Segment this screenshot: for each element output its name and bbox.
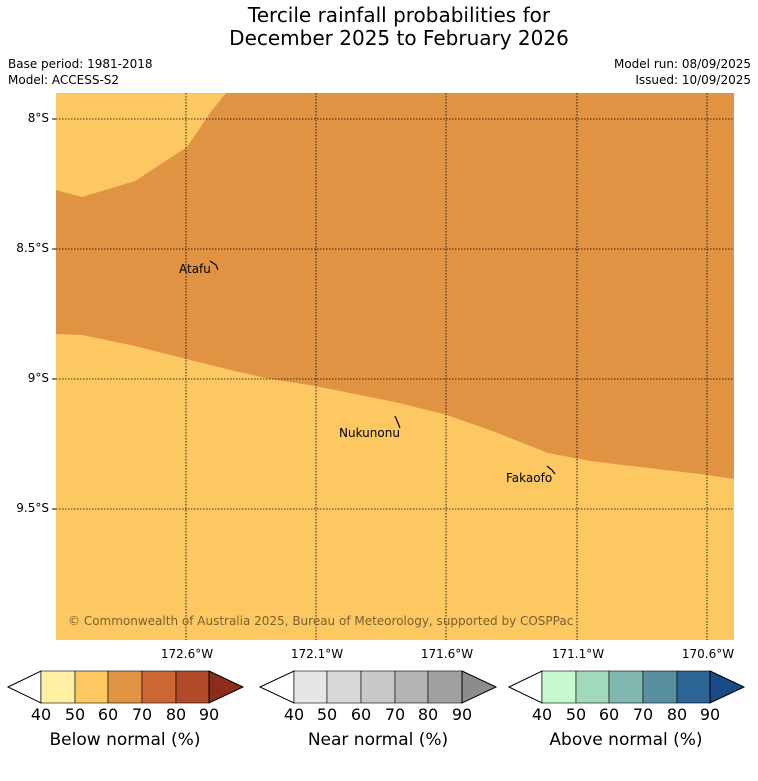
lon-label-170-6w: 170.6°W — [681, 647, 735, 661]
lon-label-171-6w: 171.6°W — [420, 647, 474, 661]
map-title: Tercile rainfall probabilities for Decem… — [0, 4, 758, 50]
legend-above-label: Above normal (%) — [549, 730, 703, 750]
graticule — [56, 93, 734, 640]
model-run: Model run: 08/09/2025 — [613, 57, 751, 71]
atoll-shapes — [209, 260, 556, 475]
lat-label-8s: 8°S — [27, 111, 49, 125]
legend-below-tick: 90 — [198, 705, 220, 724]
lon-label-171-1w: 171.1°W — [551, 647, 605, 661]
place-label-atafu: Atafu — [179, 262, 211, 276]
legend-near-tick: 60 — [350, 705, 372, 724]
place-label-fakaofo: Fakaofo — [506, 471, 553, 485]
legend-above-tick: 50 — [565, 705, 587, 724]
lon-label-172-1w: 172.1°W — [290, 647, 344, 661]
base-period: Base period: 1981-2018 — [8, 57, 153, 71]
legend-below — [6, 670, 245, 704]
legend-near-tick: 40 — [283, 705, 305, 724]
issued-date: Issued: 10/09/2025 — [635, 73, 751, 87]
legend-near-tick: 80 — [417, 705, 439, 724]
title-line-1: Tercile rainfall probabilities for — [247, 3, 551, 27]
legend-near — [258, 670, 498, 704]
legend-near-label: Near normal (%) — [307, 730, 449, 750]
atafu-atoll — [209, 260, 219, 271]
fakaofo-atoll — [546, 465, 556, 475]
legend-above-tick: 90 — [699, 705, 721, 724]
legend-near-tick: 70 — [384, 705, 406, 724]
legend-near-tick: 90 — [451, 705, 473, 724]
lat-label-8-5s: 8.5°S — [16, 241, 49, 255]
lon-label-172-6w: 172.6°W — [160, 647, 214, 661]
legend-above-tick: 60 — [598, 705, 620, 724]
legend-below-tick: 70 — [131, 705, 153, 724]
legend-below-tick: 60 — [97, 705, 119, 724]
legend-near-tick: 50 — [316, 705, 338, 724]
legend-below-tick: 80 — [165, 705, 187, 724]
region-below-60-70 — [56, 93, 734, 479]
legend-above-tick: 80 — [666, 705, 688, 724]
lat-label-9-5s: 9.5°S — [16, 501, 49, 515]
meta-left: Base period: 1981-2018 Model: ACCESS-S2 — [8, 56, 153, 88]
meta-right: Model run: 08/09/2025 Issued: 10/09/2025 — [614, 56, 751, 88]
model-name: Model: ACCESS-S2 — [8, 73, 120, 87]
legend-below-tick: 40 — [30, 705, 52, 724]
legend-above-tick: 70 — [632, 705, 654, 724]
legend-below-tick: 50 — [64, 705, 86, 724]
legend-above-tick: 40 — [531, 705, 553, 724]
place-label-nukunonu: Nukunonu — [339, 426, 400, 440]
nukunonu-atoll — [394, 415, 401, 429]
lat-label-9s: 9°S — [27, 371, 49, 385]
legend-above — [507, 670, 746, 704]
title-line-2: December 2025 to February 2026 — [229, 26, 569, 50]
copyright-notice: © Commonwealth of Australia 2025, Bureau… — [68, 614, 574, 628]
legend-below-label: Below normal (%) — [49, 730, 201, 750]
